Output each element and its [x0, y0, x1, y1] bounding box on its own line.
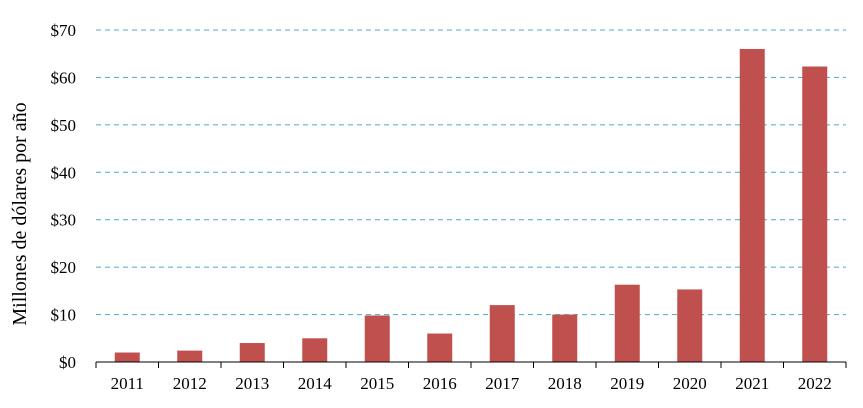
axes: [95, 361, 847, 368]
x-tick-label: 2016: [423, 374, 457, 393]
x-tick-label: 2020: [673, 374, 707, 393]
x-tick-label: 2021: [735, 374, 769, 393]
x-tick-label: 2012: [173, 374, 207, 393]
y-tick-label: $60: [51, 68, 77, 87]
bar-2020: [677, 289, 703, 362]
y-tick-label: $10: [51, 306, 77, 325]
y-tick-label: $70: [51, 21, 77, 40]
x-tick-label: 2018: [548, 374, 582, 393]
bar-2012: [177, 350, 203, 362]
bar-2013: [239, 343, 265, 362]
y-tick-label: $0: [59, 353, 76, 372]
bars: [114, 48, 828, 363]
bar-2018: [552, 314, 578, 362]
y-tick-label: $20: [51, 258, 77, 277]
bar-2015: [364, 315, 390, 362]
y-tick-label: $30: [51, 211, 77, 230]
x-tick-label: 2013: [235, 374, 269, 393]
gridlines: [96, 29, 846, 316]
y-tick-label: $40: [51, 163, 77, 182]
y-axis-title: Millones de dólares por año: [9, 102, 31, 325]
x-tick-labels: 2011 2012 2013 2014 2015 2016 2017 2018 2019 2020…: [111, 374, 832, 393]
bar-2021: [739, 48, 765, 362]
y-tick-label: $50: [51, 116, 77, 135]
bar-2016: [427, 333, 453, 362]
x-tick-label: 2011: [111, 374, 144, 393]
x-tick-label: 2015: [360, 374, 394, 393]
y-tick-labels: $0 $10 $20 $30 $40 $50 $60 $70: [51, 21, 77, 372]
x-tick-label: 2014: [298, 374, 333, 393]
x-tick-label: 2019: [610, 374, 644, 393]
bar-2017: [489, 305, 515, 362]
bar-2019: [614, 284, 640, 362]
bar-2011: [114, 352, 140, 362]
bar-2014: [302, 338, 328, 362]
bar-2022: [802, 66, 828, 363]
x-tick-label: 2022: [798, 374, 832, 393]
x-tick-label: 2017: [485, 374, 520, 393]
